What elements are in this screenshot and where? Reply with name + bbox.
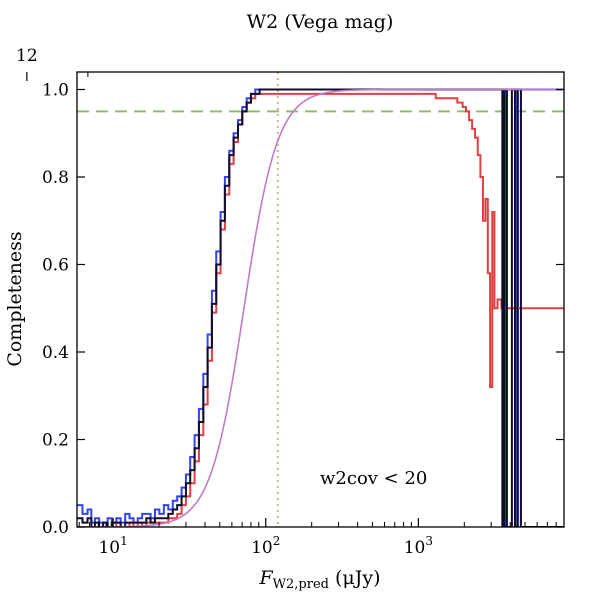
series-layer [77, 88, 564, 527]
annotation-w2cov: w2cov < 20 [320, 468, 427, 489]
x-axis-title-subscript: W2,pred [273, 577, 329, 592]
top-axis-title: W2 (Vega mag) [247, 11, 394, 33]
axis-tick-labels: 0.00.20.40.60.81.010110210318161412 [16, 46, 433, 558]
axis-ticks [26, 72, 565, 528]
reference-lines [77, 72, 564, 527]
y-axis-title: Completeness [4, 231, 26, 366]
x-tick-label: 102 [251, 534, 280, 558]
y-tick-label: 0.4 [42, 343, 69, 363]
series-line-2 [77, 92, 564, 527]
x-axis-title: FW2,pred (μJy) [258, 567, 380, 592]
y-tick-label: 0.0 [42, 518, 69, 538]
y-tick-label: 0.6 [42, 256, 69, 276]
x-tick-label: 101 [98, 534, 127, 558]
x-axis-title-units: (μJy) [329, 567, 381, 589]
series-line-4 [77, 88, 564, 527]
plot-frame [76, 71, 565, 528]
y-tick-label: 0.2 [42, 431, 69, 451]
top-tick-label: 12 [16, 46, 38, 66]
x-tick-label: 103 [404, 534, 433, 558]
y-tick-label: 0.8 [42, 168, 69, 188]
y-tick-label: 1.0 [42, 81, 69, 101]
x-axis-title-main: F [258, 567, 273, 589]
